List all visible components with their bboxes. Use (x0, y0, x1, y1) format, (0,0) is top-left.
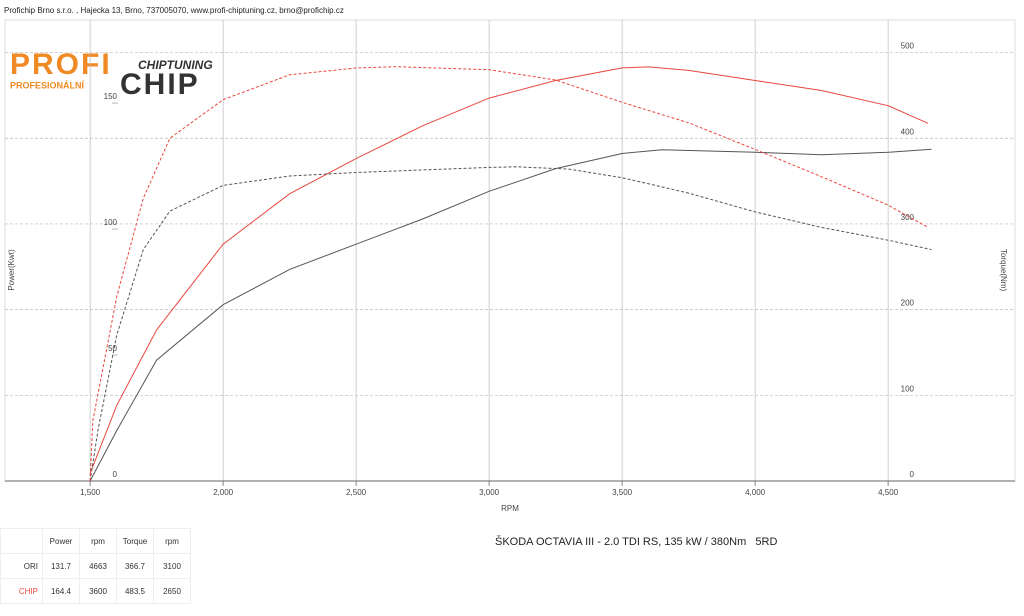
x-tick-label: 2,500 (346, 488, 367, 497)
cell: 164.4 (42, 578, 80, 604)
th: rpm (153, 528, 191, 554)
logo-profesional: PROFESIONÁLNÍ (10, 80, 85, 90)
y-axis-label: Power(Kwt) (7, 249, 16, 291)
y2-tick-label: 300 (901, 213, 915, 222)
th: Power (42, 528, 80, 554)
th: rpm (79, 528, 117, 554)
cell: 4663 (79, 553, 117, 579)
logo-chiptuning: CHIPTUNING (138, 58, 213, 72)
cell: 2650 (153, 578, 191, 604)
power-line (89, 148, 932, 482)
cell: 3100 (153, 553, 191, 579)
x-tick-label: 1,500 (80, 488, 101, 497)
logo: PROFI PROFESIONÁLNÍ CHIPTUNING CHIP (10, 48, 213, 101)
torque-line (89, 166, 932, 482)
x-tick-label: 3,500 (612, 488, 633, 497)
y-tick-label: 100 (104, 218, 118, 227)
y2-axis-label: Torque(Nm) (999, 249, 1008, 292)
y2-tick-label: 500 (901, 42, 915, 51)
x-tick-label: 4,500 (878, 488, 899, 497)
y-tick-label: 50 (108, 344, 117, 353)
th: Torque (116, 528, 154, 554)
y-tick-label: 150 (104, 92, 118, 101)
x-tick-label: 3,000 (479, 488, 500, 497)
y2-tick-label: 200 (901, 299, 915, 308)
x-axis-label: RPM (501, 504, 519, 513)
cell: 366.7 (116, 553, 154, 579)
cell: 131.7 (42, 553, 80, 579)
y-tick-label: 0 (113, 470, 118, 479)
y2-tick-label: 0 (910, 470, 915, 479)
cell: CHIP (0, 578, 43, 604)
x-tick-label: 4,000 (745, 488, 766, 497)
y2-tick-label: 100 (901, 384, 915, 393)
cell: 3600 (79, 578, 117, 604)
y2-tick-label: 400 (901, 127, 915, 136)
cell: 483.5 (116, 578, 154, 604)
corner (0, 528, 43, 554)
chart-title: ŠKODA OCTAVIA III - 2.0 TDI RS, 135 kW /… (495, 536, 778, 548)
torque-line (89, 66, 929, 482)
company-info: Profichip Brno s.r.o. , Hajecka 13, Brno… (4, 6, 344, 15)
logo-profi: PROFI (10, 48, 112, 81)
x-tick-label: 2,000 (213, 488, 234, 497)
cell: ORI (0, 553, 43, 579)
summary-table: Power rpm Torque rpm ORI 131.7 4663 366.7 3100 … (0, 528, 191, 604)
logo-chip: CHIP (120, 68, 200, 101)
power-line (89, 66, 929, 474)
